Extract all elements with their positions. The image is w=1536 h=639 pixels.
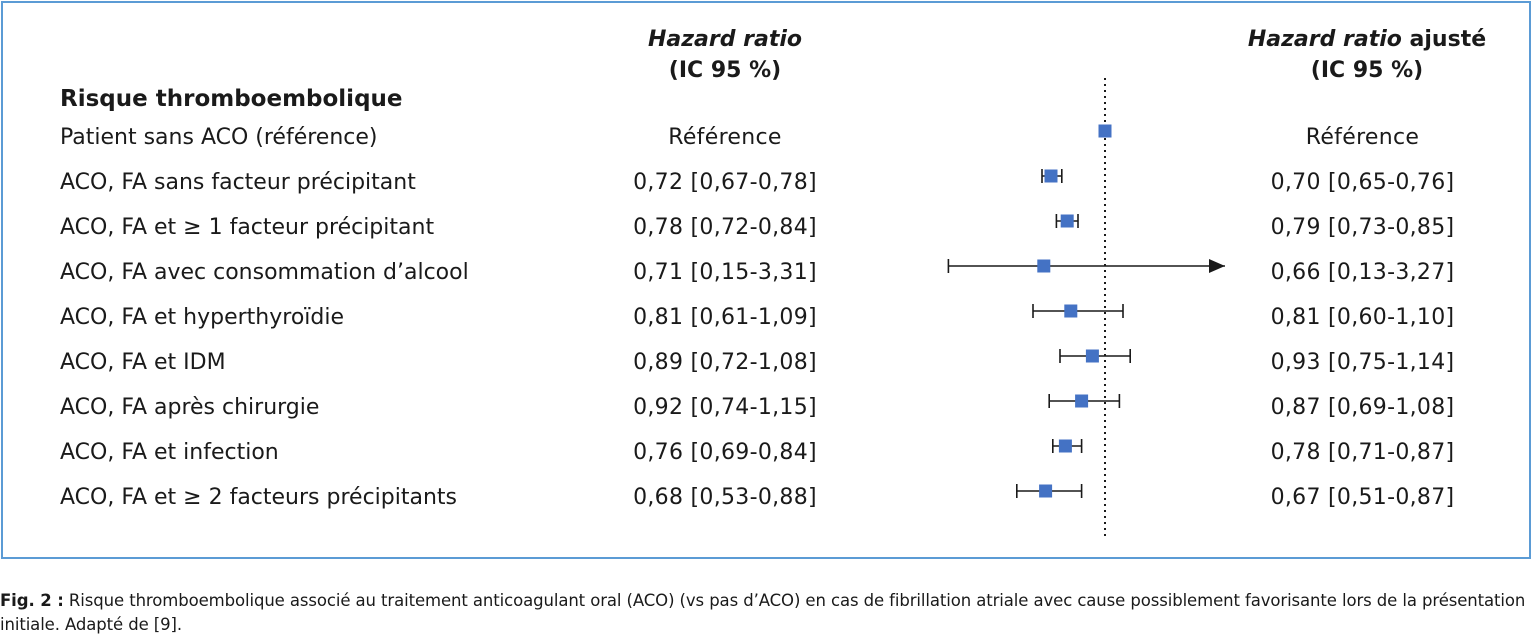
- point-estimate-marker: [1058, 439, 1072, 453]
- adjusted-hazard-ratio-value: 0,79 [0,73-0,85]: [1270, 215, 1455, 240]
- point-estimate-marker: [1098, 124, 1112, 138]
- hazard-ratio-value: 0,76 [0,69-0,84]: [633, 440, 817, 465]
- point-estimate-marker: [1060, 214, 1074, 228]
- point-estimate-marker: [1075, 394, 1089, 408]
- ci-arrow-right: [1209, 259, 1225, 273]
- adjusted-hazard-ratio-header: Hazard ratio ajusté (IC 95 %): [1222, 24, 1512, 86]
- ahr-header-ci: (IC 95 %): [1310, 58, 1424, 83]
- hr-header-title: Hazard ratio: [647, 27, 803, 52]
- adjusted-hazard-ratio-value: 0,93 [0,75-1,14]: [1270, 350, 1455, 375]
- figure-caption: Fig. 2 : Risque thromboembolique associé…: [0, 589, 1536, 637]
- hazard-ratio-value: 0,89 [0,72-1,08]: [633, 350, 817, 375]
- point-estimate-marker: [1044, 169, 1058, 183]
- section-title: Risque thromboembolique: [60, 86, 403, 112]
- adjusted-hazard-ratio-value: 0,67 [0,51-0,87]: [1270, 485, 1455, 510]
- row-label: ACO, FA sans facteur précipitant: [60, 170, 416, 195]
- adjusted-hazard-ratio-value: 0,70 [0,65-0,76]: [1270, 170, 1455, 195]
- caption-text: Risque thromboembolique associé au trait…: [0, 591, 1526, 634]
- row-label: Patient sans ACO (référence): [60, 125, 378, 150]
- adjusted-hazard-ratio-value: 0,87 [0,69-1,08]: [1270, 395, 1455, 420]
- ahr-header-italic: Hazard ratio: [1247, 27, 1402, 52]
- hazard-ratio-value: 0,92 [0,74-1,15]: [633, 395, 817, 420]
- point-estimate-marker: [1085, 349, 1099, 363]
- point-estimate-marker: [1037, 259, 1051, 273]
- adjusted-hazard-ratio-value: 0,81 [0,60-1,10]: [1270, 305, 1455, 330]
- row-label: ACO, FA et ≥ 1 facteur précipitant: [60, 215, 435, 240]
- row-label: ACO, FA et infection: [60, 440, 279, 465]
- hazard-ratio-value: Référence: [668, 125, 782, 150]
- figure-frame: [1, 1, 1531, 559]
- hr-header-ci: (IC 95 %): [668, 58, 782, 83]
- caption-prefix: Fig. 2 :: [0, 591, 64, 610]
- hazard-ratio-value: 0,81 [0,61-1,09]: [633, 305, 817, 330]
- row-label: ACO, FA après chirurgie: [60, 395, 320, 420]
- hazard-ratio-value: 0,78 [0,72-0,84]: [633, 215, 817, 240]
- row-label: ACO, FA et IDM: [60, 350, 226, 375]
- adjusted-hazard-ratio-value: 0,66 [0,13-3,27]: [1270, 260, 1455, 285]
- point-estimate-marker: [1039, 484, 1053, 498]
- row-label: ACO, FA avec consommation d’alcool: [60, 260, 469, 285]
- hazard-ratio-value: 0,71 [0,15-3,31]: [633, 260, 817, 285]
- hazard-ratio-value: 0,68 [0,53-0,88]: [633, 485, 817, 510]
- point-estimate-marker: [1064, 304, 1078, 318]
- row-label: ACO, FA et hyperthyroïdie: [60, 305, 345, 330]
- row-label: ACO, FA et ≥ 2 facteurs précipitants: [60, 485, 457, 510]
- hazard-ratio-value: 0,72 [0,67-0,78]: [633, 170, 817, 195]
- hazard-ratio-header: Hazard ratio (IC 95 %): [590, 24, 860, 86]
- adjusted-hazard-ratio-value: 0,78 [0,71-0,87]: [1270, 440, 1455, 465]
- ahr-header-rest: ajusté: [1401, 27, 1487, 52]
- forest-plot: [947, 78, 1225, 540]
- adjusted-hazard-ratio-value: Référence: [1305, 125, 1420, 150]
